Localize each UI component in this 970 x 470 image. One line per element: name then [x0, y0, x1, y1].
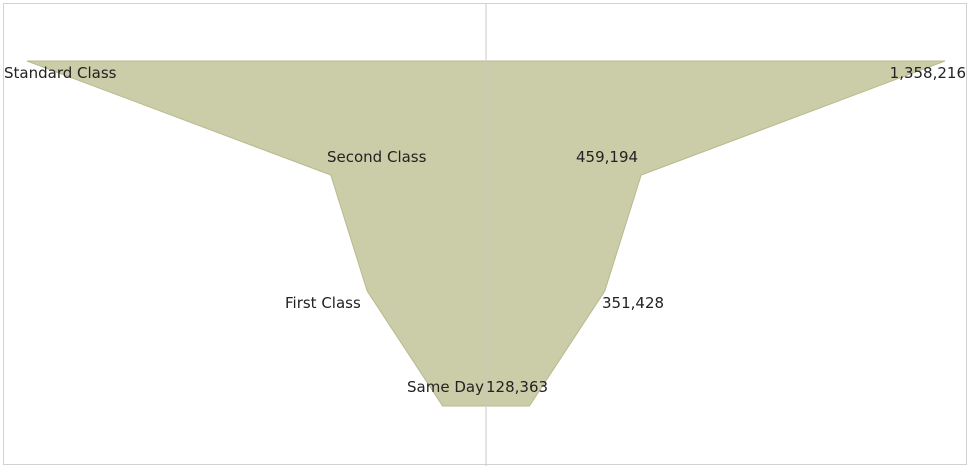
funnel-chart: Standard Class 1,358,216 Second Class 459,1…	[4, 4, 966, 466]
value-label: 459,194	[576, 148, 638, 166]
category-label: Second Class	[327, 148, 427, 166]
category-label: First Class	[285, 294, 361, 312]
value-label: 128,363	[486, 378, 548, 396]
category-label: Standard Class	[4, 64, 117, 82]
category-label: Same Day	[407, 378, 484, 396]
value-label: 351,428	[602, 294, 664, 312]
value-label: 1,358,216	[890, 64, 966, 82]
chart-frame: Standard Class 1,358,216 Second Class 459,1…	[3, 3, 967, 466]
funnel-labels: Standard Class 1,358,216 Second Class 459,1…	[4, 64, 966, 396]
